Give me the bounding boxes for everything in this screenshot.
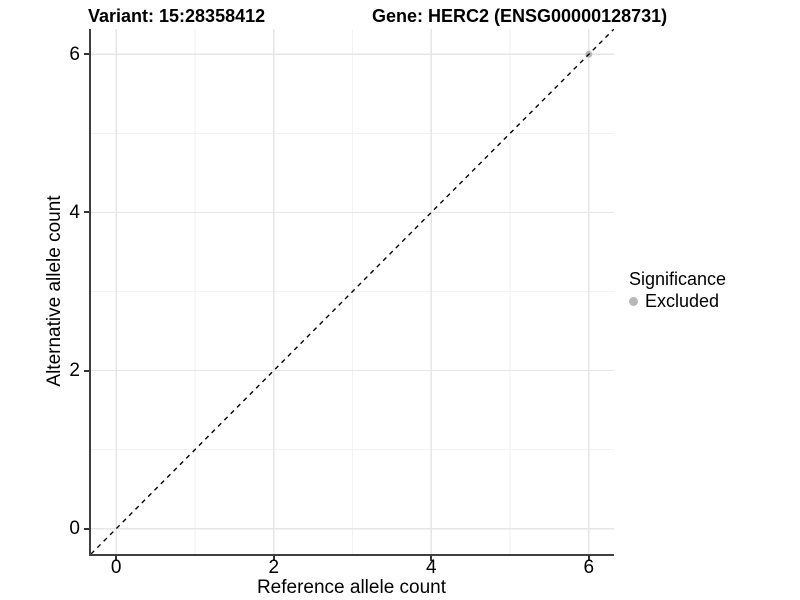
y-tick-mark	[84, 527, 89, 530]
x-tick-label: 0	[110, 557, 122, 578]
legend-entry-label: Excluded	[645, 291, 720, 311]
gene-title: Gene: HERC2 (ENSG00000128731)	[372, 6, 668, 26]
legend-entries: Excluded	[629, 291, 726, 312]
x-tick-mark	[587, 556, 590, 561]
legend-point-icon	[629, 297, 638, 306]
legend-entry: Excluded	[629, 291, 726, 312]
variant-title: Variant: 15:28358412	[88, 6, 266, 26]
x-tick-mark	[272, 556, 275, 561]
x-axis-title: Reference allele count	[256, 577, 447, 598]
legend-title: Significance	[629, 269, 727, 289]
identity-line	[91, 29, 614, 554]
x-tick-label: 6	[583, 557, 595, 578]
x-tick-mark	[115, 556, 118, 561]
plot-panel	[89, 29, 614, 556]
y-tick-label: 6	[69, 43, 80, 65]
x-tick-label: 4	[425, 557, 437, 578]
y-tick-label: 4	[69, 201, 80, 223]
x-tick-label: 2	[268, 557, 280, 578]
y-tick-label: 2	[69, 360, 80, 382]
y-tick-label: 0	[69, 518, 80, 540]
y-tick-mark	[84, 211, 89, 214]
y-tick-mark	[84, 53, 89, 56]
y-tick-mark	[84, 369, 89, 372]
x-tick-mark	[430, 556, 433, 561]
legend: Significance Excluded	[629, 268, 726, 312]
plot-canvas	[91, 29, 614, 554]
